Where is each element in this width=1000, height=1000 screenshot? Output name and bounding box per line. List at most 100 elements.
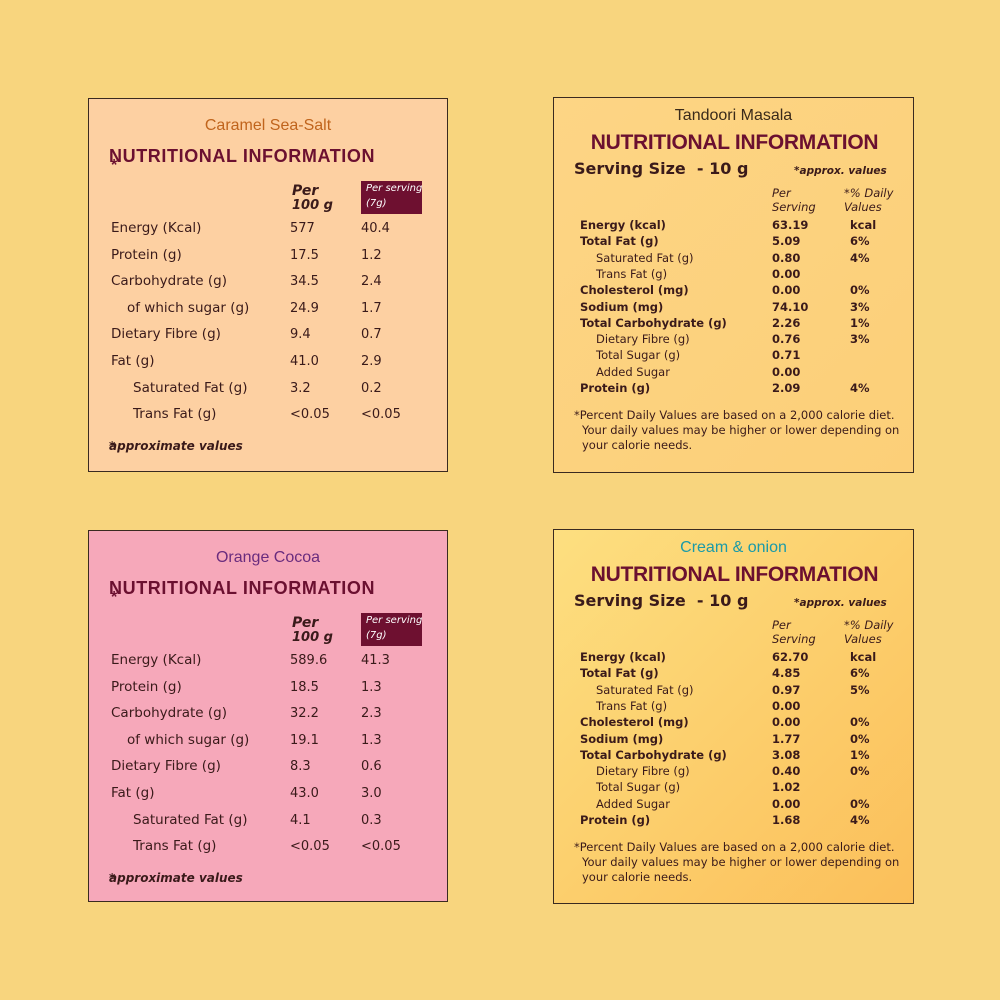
row-value: 0.00 — [772, 796, 801, 811]
row-label: Added Sugar — [596, 796, 670, 811]
row-value: 2.09 — [772, 381, 801, 395]
row-value: 0% — [850, 283, 870, 298]
product-name: Tandoori Masala — [674, 107, 793, 124]
row-value: 589.6 — [290, 653, 328, 668]
row-value: 0.00 — [772, 698, 801, 713]
row-value: 4% — [850, 813, 870, 827]
row-value: 18.5 — [290, 679, 319, 695]
row-label: Protein (g) — [580, 813, 651, 827]
row-value: 1% — [850, 315, 870, 330]
row-value: 0.00 — [772, 283, 801, 298]
row-value: 1% — [850, 747, 870, 762]
row-label: Trans Fat (g) — [596, 698, 668, 713]
row-value: 2.9 — [361, 354, 382, 369]
panel-title: NUTRITIONAL INFORMATION * — [109, 578, 376, 606]
row-value: 2.3 — [361, 706, 382, 722]
row-label: Sodium (mg) — [580, 731, 664, 746]
serving-size: Serving Size - 10 g — [574, 591, 749, 610]
panel-title: NUTRITIONAL INFORMATION — [590, 131, 879, 154]
row-value: 8.3 — [290, 759, 311, 775]
panel-title: NUTRITIONAL INFORMATION * — [109, 146, 376, 174]
row-value: 3.0 — [361, 786, 382, 801]
row-value: 1.3 — [361, 679, 382, 695]
row-value: 0% — [850, 731, 870, 746]
col-header: 100 g — [292, 198, 333, 213]
row-label: Energy (kcal) — [580, 218, 666, 232]
row-label: Dietary Fibre (g) — [596, 332, 690, 347]
row-label: Total Sugar (g) — [596, 780, 681, 795]
row-value: 3.2 — [290, 380, 311, 396]
row-label: Carbohydrate (g) — [111, 705, 228, 722]
row-value: 3.08 — [772, 747, 801, 762]
col-header: Per serving — [366, 615, 423, 626]
row-value: <0.05 — [290, 839, 330, 855]
row-label: Total Fat (g) — [580, 234, 659, 249]
row-value: 1.3 — [361, 732, 382, 748]
row-value: 19.1 — [290, 732, 319, 748]
footnote-text: approximate values — [109, 439, 243, 453]
approx-note: *approx. values — [794, 165, 887, 177]
nutrition-panel: Orange Cocoa NUTRITIONAL INFORMATION * Per 1… — [88, 530, 448, 902]
product-name: Cream & onion — [680, 539, 787, 556]
row-value: 0.40 — [772, 764, 801, 779]
row-value: 41.3 — [361, 653, 390, 668]
row-value: 9.4 — [290, 327, 311, 343]
row-value: 5% — [850, 682, 870, 697]
nutrition-panel: Cream & onion NUTRITIONAL INFORMATION Serv… — [553, 529, 914, 904]
col-header: (7g) — [366, 630, 387, 641]
row-label: Protein (g) — [111, 246, 182, 263]
row-label: Total Carbohydrate (g) — [580, 747, 727, 762]
row-label: Carbohydrate (g) — [111, 273, 228, 290]
col-header: Per — [292, 615, 319, 631]
footnote: Your daily values may be higher or lower… — [582, 855, 900, 869]
row-label: Saturated Fat (g) — [596, 682, 694, 697]
row-label: Protein (g) — [111, 678, 182, 695]
title-mark: * — [111, 157, 118, 174]
row-value: 577 — [290, 221, 315, 236]
row-label: Total Carbohydrate (g) — [580, 315, 727, 330]
row-value: 0.7 — [361, 327, 382, 343]
footnote-mark: * — [109, 871, 116, 885]
row-label: Total Sugar (g) — [596, 348, 681, 363]
row-value: 0.00 — [772, 266, 801, 281]
row-label: of which sugar (g) — [127, 299, 250, 316]
row-label: Trans Fat (g) — [596, 266, 668, 281]
row-label: Dietary Fibre (g) — [111, 326, 221, 343]
row-value: 17.5 — [290, 247, 319, 263]
row-value: 0.3 — [361, 812, 382, 828]
row-label: Added Sugar — [596, 364, 670, 379]
row-value: 63.19 — [772, 218, 809, 232]
row-value: 1.02 — [772, 780, 801, 795]
row-label: Saturated Fat (g) — [133, 811, 248, 828]
footnote: your calorie needs. — [582, 438, 693, 452]
col-header: Per — [772, 186, 791, 200]
row-value: 4.1 — [290, 812, 311, 828]
approx-note: *approx. values — [794, 597, 887, 609]
footnote: *Percent Daily Values are based on a 2,0… — [574, 408, 895, 422]
row-value: 0% — [850, 796, 870, 811]
row-label: Trans Fat (g) — [133, 838, 217, 855]
row-value: 0.00 — [772, 364, 801, 379]
col-header: Serving — [772, 200, 816, 214]
col-header: Per — [292, 183, 319, 199]
row-value: 0.97 — [772, 682, 801, 697]
footnote-text: approximate values — [109, 871, 243, 885]
col-header: Per serving — [366, 183, 423, 194]
row-value: 74.10 — [772, 299, 809, 314]
row-label: Fat (g) — [111, 353, 155, 369]
col-header: Values — [844, 200, 882, 214]
product-name: Caramel Sea-Salt — [204, 117, 332, 134]
row-label: Energy (Kcal) — [111, 220, 202, 236]
row-label: Energy (Kcal) — [111, 652, 202, 668]
row-label: Fat (g) — [111, 785, 155, 801]
row-value: 40.4 — [361, 221, 390, 236]
row-label: Cholesterol (mg) — [580, 283, 689, 298]
footnote: *Percent Daily Values are based on a 2,0… — [574, 840, 895, 854]
col-header: *% Daily — [844, 186, 894, 200]
row-label: Saturated Fat (g) — [133, 379, 248, 396]
row-label: Saturated Fat (g) — [596, 250, 694, 265]
nutrition-panel: Caramel Sea-Salt NUTRITIONAL INFORMATION *… — [88, 98, 448, 472]
col-header: Per — [772, 618, 791, 632]
row-value: 34.5 — [290, 274, 319, 290]
footnote: Your daily values may be higher or lower… — [582, 423, 900, 437]
